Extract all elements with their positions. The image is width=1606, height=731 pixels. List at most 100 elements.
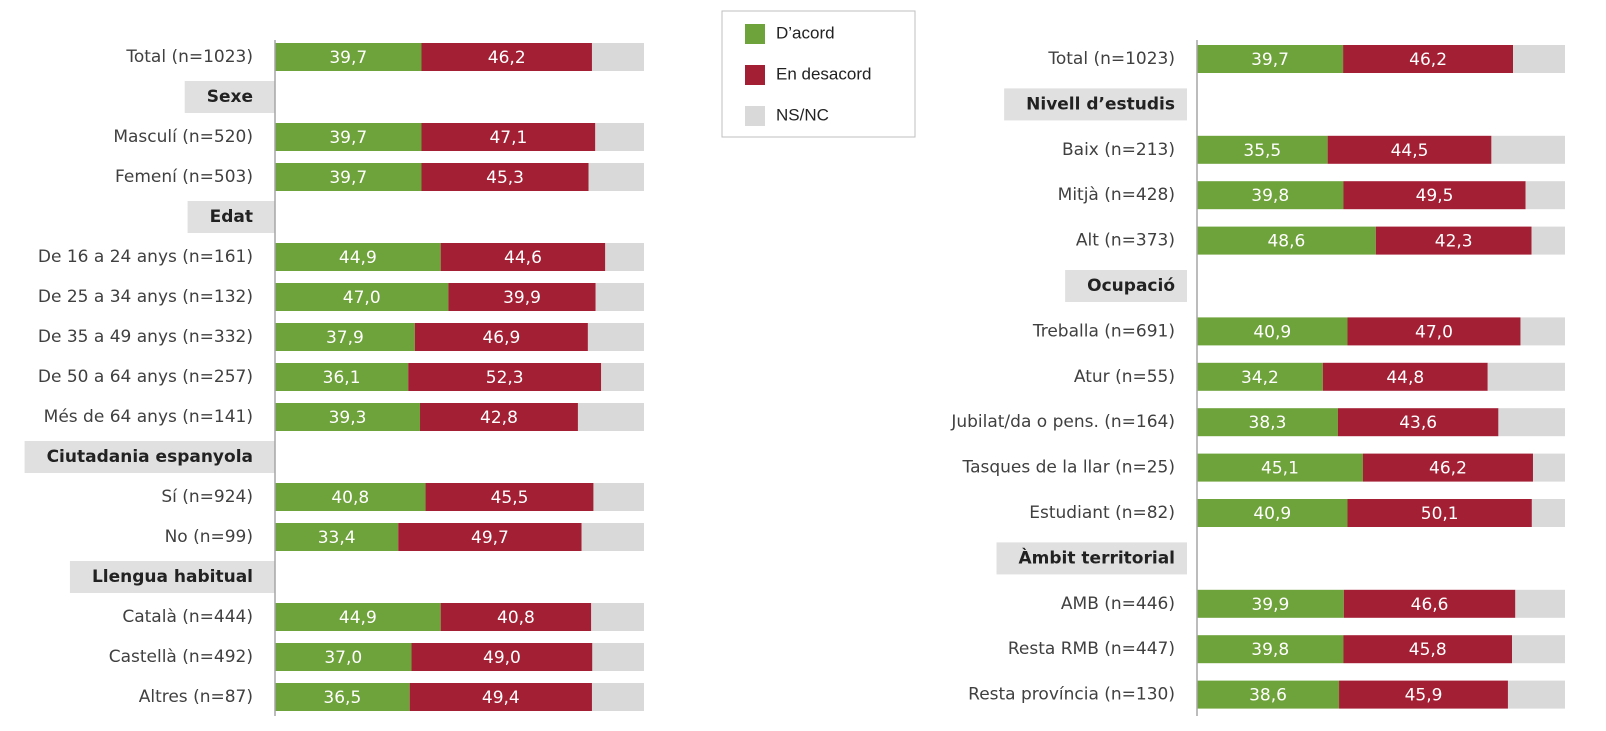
- bar-segment: [595, 283, 644, 311]
- value-label: 39,8: [1251, 186, 1289, 206]
- bar-segment: [581, 523, 644, 551]
- bar-segment: [411, 643, 593, 671]
- section-header: Edat: [210, 207, 253, 227]
- bar-segment: [577, 403, 644, 431]
- section-header-bg: [69, 561, 275, 593]
- value-label: 33,4: [318, 528, 356, 548]
- bar-segment: [420, 403, 578, 431]
- bar-segment: [1512, 635, 1565, 664]
- legend-swatch: [745, 106, 765, 126]
- bar-segment: [275, 243, 441, 271]
- bar-segment: [1197, 181, 1344, 210]
- value-label: 39,7: [329, 48, 367, 68]
- value-label: 42,8: [480, 408, 518, 428]
- category-label: Jubilat/da o pens. (n=164): [950, 412, 1175, 432]
- value-label: 37,9: [326, 328, 364, 348]
- bar-segment: [1531, 499, 1565, 527]
- bar-segment: [275, 483, 426, 511]
- bar-segment: [275, 363, 409, 391]
- category-label: De 25 a 34 anys (n=132): [38, 287, 253, 307]
- legend-label: En desacord: [776, 64, 871, 83]
- bar-segment: [591, 603, 644, 631]
- value-label: 34,2: [1241, 368, 1279, 388]
- bar-segment: [1507, 680, 1565, 709]
- category-label: Català (n=444): [122, 607, 253, 627]
- value-label: 50,1: [1421, 504, 1459, 524]
- bar-segment: [275, 163, 422, 191]
- bar-segment: [275, 643, 412, 671]
- bar-segment: [605, 243, 644, 271]
- bar-segment: [1197, 408, 1338, 437]
- bar-segment: [1322, 362, 1488, 391]
- value-label: 39,7: [329, 168, 367, 188]
- value-label: 39,3: [329, 408, 367, 428]
- category-label: Més de 64 anys (n=141): [44, 407, 253, 427]
- bar-segment: [275, 283, 449, 311]
- bar-segment: [421, 163, 589, 191]
- category-label: Resta província (n=130): [968, 685, 1175, 705]
- category-label: No (n=99): [165, 527, 253, 547]
- bar-segment: [591, 43, 644, 71]
- bar-segment: [588, 163, 644, 191]
- bar-segment: [1337, 408, 1499, 437]
- value-label: 47,1: [489, 128, 527, 148]
- bar-segment: [275, 683, 410, 711]
- bar-segment: [275, 403, 421, 431]
- bar-segment: [440, 243, 606, 271]
- value-label: 46,2: [1409, 50, 1447, 70]
- category-label: Mitjà (n=428): [1058, 185, 1175, 205]
- bar-segment: [1491, 135, 1565, 164]
- section-header-bg: [1065, 270, 1187, 302]
- legend-swatch: [745, 65, 765, 85]
- category-label: Treballa (n=691): [1032, 321, 1175, 341]
- section-header: Ciutadania espanyola: [47, 447, 253, 467]
- value-label: 40,9: [1253, 504, 1291, 524]
- bar-segment: [1515, 589, 1565, 618]
- value-label: 38,6: [1249, 686, 1287, 706]
- bar-segment: [425, 483, 594, 511]
- category-label: De 50 a 64 anys (n=257): [38, 367, 253, 387]
- value-label: 46,2: [1429, 459, 1467, 479]
- section-header-bg: [24, 441, 275, 473]
- bar-segment: [1339, 680, 1508, 709]
- category-label: Total (n=1023): [125, 47, 253, 67]
- bar-segment: [601, 363, 644, 391]
- value-label: 39,9: [503, 288, 541, 308]
- bar-segment: [1197, 453, 1363, 482]
- bar-segment: [1487, 362, 1565, 391]
- bar-segment: [595, 123, 644, 151]
- bar-segment: [1197, 362, 1323, 391]
- category-label: Total (n=1023): [1047, 49, 1175, 69]
- legend-swatch: [745, 24, 765, 44]
- category-label: Alt (n=373): [1076, 231, 1175, 251]
- bar-segment: [593, 483, 644, 511]
- value-label: 46,9: [482, 328, 520, 348]
- bar-segment: [1197, 589, 1344, 618]
- value-label: 45,9: [1405, 686, 1443, 706]
- bar-segment: [1531, 226, 1565, 255]
- category-label: Estudiant (n=82): [1029, 503, 1175, 523]
- value-label: 52,3: [486, 368, 524, 388]
- value-label: 40,8: [497, 608, 535, 628]
- category-label: Resta RMB (n=447): [1008, 639, 1175, 659]
- value-label: 45,1: [1261, 459, 1299, 479]
- bar-segment: [1532, 453, 1565, 482]
- bar-segment: [1513, 45, 1565, 73]
- value-label: 36,5: [323, 688, 361, 708]
- bar-segment: [1197, 635, 1344, 664]
- bar-segment: [1362, 453, 1533, 482]
- category-label: Baix (n=213): [1062, 140, 1175, 160]
- legend-label: D’acord: [776, 23, 835, 42]
- bar-segment: [587, 323, 644, 351]
- value-label: 49,7: [471, 528, 509, 548]
- value-label: 49,0: [483, 648, 521, 668]
- bar-segment: [1327, 135, 1492, 164]
- bar-segment: [398, 523, 582, 551]
- bar-segment: [448, 283, 596, 311]
- value-label: 36,1: [323, 368, 361, 388]
- bar-segment: [1197, 317, 1348, 346]
- bar-segment: [1343, 589, 1516, 618]
- bar-segment: [1375, 226, 1532, 255]
- category-label: AMB (n=446): [1061, 594, 1175, 614]
- bar-segment: [275, 43, 422, 71]
